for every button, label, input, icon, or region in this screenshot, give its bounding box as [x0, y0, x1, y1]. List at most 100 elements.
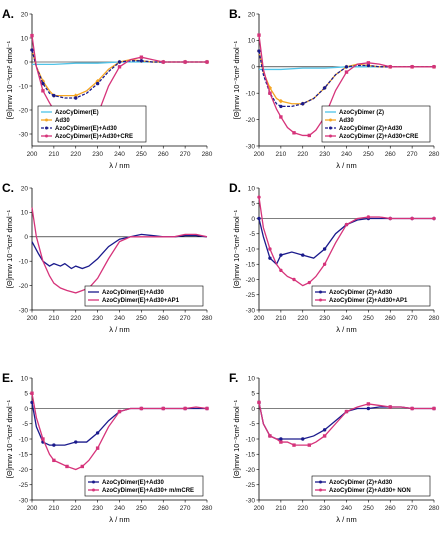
data-point: [183, 60, 187, 64]
y-tick-label: 10: [21, 375, 29, 382]
panel-label: D.: [229, 181, 241, 195]
x-tick-label: 220: [70, 151, 81, 158]
data-point: [366, 402, 371, 406]
y-tick-label: -5: [249, 231, 255, 238]
x-tick-label: 210: [275, 505, 286, 512]
panel-label: A.: [2, 7, 14, 21]
legend-marker: [329, 126, 332, 130]
x-tick-label: 230: [319, 315, 330, 322]
y-tick-label: -30: [19, 307, 29, 314]
x-tick-label: 240: [114, 151, 125, 158]
y-axis-title: [Θ]mrw 10⁻³cm² dmol⁻¹: [232, 40, 241, 119]
panel-label: C.: [2, 181, 14, 195]
legend-marker: [319, 480, 322, 484]
y-axis-title: [Θ]mrw 10⁻³cm² dmol⁻¹: [232, 209, 241, 288]
data-point: [307, 443, 312, 447]
legend-entry: AzoCyDimer(E)+Ad30: [102, 290, 165, 296]
data-point: [292, 131, 296, 135]
x-tick-label: 270: [407, 505, 418, 512]
x-tick-label: 280: [429, 151, 440, 158]
data-point: [432, 406, 436, 411]
y-tick-label: -20: [246, 117, 256, 124]
data-point: [65, 464, 69, 469]
x-tick-label: 280: [202, 151, 213, 158]
y-tick-label: 0: [251, 406, 255, 413]
series-magenta: [257, 400, 436, 447]
y-tick-label: -10: [246, 91, 256, 98]
x-tick-label: 200: [27, 151, 38, 158]
x-tick-label: 270: [180, 505, 191, 512]
data-point: [322, 262, 327, 266]
data-point: [95, 446, 100, 450]
x-tick-label: 280: [202, 315, 213, 322]
data-point: [73, 93, 78, 98]
y-tick-label: -20: [19, 107, 29, 114]
legend-marker: [45, 134, 48, 138]
x-tick-label: 280: [429, 315, 440, 322]
data-point: [268, 434, 272, 438]
data-point: [410, 65, 414, 69]
y-tick-label: 10: [248, 375, 256, 382]
y-tick-label: -25: [246, 292, 256, 299]
x-tick-label: 280: [429, 505, 440, 512]
y-tick-label: 20: [21, 11, 29, 18]
data-point: [74, 96, 78, 100]
legend-marker: [319, 488, 322, 492]
data-point: [117, 409, 122, 414]
data-point: [307, 280, 312, 285]
data-point: [257, 400, 261, 405]
y-tick-label: -10: [19, 83, 29, 90]
panel-label: F.: [229, 371, 238, 385]
legend-entry: AzoCyDimer(E): [55, 110, 99, 116]
data-point: [139, 406, 144, 411]
y-tick-label: 10: [21, 210, 29, 217]
x-tick-label: 230: [92, 315, 103, 322]
x-tick-label: 260: [158, 151, 169, 158]
y-tick-label: -10: [246, 436, 256, 443]
data-point: [366, 215, 371, 219]
chart-panel-3: D. 200 210 220 230 240 250 260 270 280 10 5 0 -5 -10 -1…: [229, 181, 440, 334]
data-point: [322, 247, 327, 251]
legend-marker: [319, 290, 322, 294]
legend-entry: AzoCyDimer(E)+Ad30: [102, 480, 165, 486]
y-tick-label: 20: [21, 185, 29, 192]
y-tick-label: 10: [248, 38, 256, 45]
x-tick-label: 220: [297, 151, 308, 158]
legend: AzoCyDimer (Z)+Ad30 AzoCyDimer (Z)+Ad30+ …: [311, 475, 431, 497]
x-tick-label: 270: [407, 151, 418, 158]
data-point: [292, 443, 296, 447]
series-magenta: [30, 391, 209, 471]
legend-entry: AzoCyDimer(E)+Ad30+ m/mCRE: [102, 488, 194, 494]
y-tick-label: -15: [19, 452, 29, 459]
legend-marker: [329, 134, 332, 138]
data-point: [80, 464, 85, 469]
x-tick-label: 200: [254, 505, 265, 512]
x-tick-label: 210: [275, 315, 286, 322]
y-tick-label: -30: [246, 497, 256, 504]
legend: AzoCyDimer(E)+Ad30 AzoCyDimer(E)+Ad30+AP1: [84, 285, 204, 307]
legend-entry: AzoCyDimer (Z)+Ad30+CRE: [339, 134, 418, 140]
data-point: [279, 437, 283, 441]
legend-entry: AzoCyDimer (Z): [339, 110, 384, 116]
y-tick-label: -30: [19, 131, 29, 138]
x-tick-label: 270: [180, 151, 191, 158]
y-tick-label: 0: [24, 234, 28, 241]
legend-marker: [45, 126, 48, 130]
legend-entry: AzoCyDimer (Z)+Ad30: [329, 290, 393, 296]
legend-marker: [45, 118, 48, 122]
panel-label: B.: [229, 7, 241, 21]
data-point: [95, 431, 100, 435]
data-point: [410, 406, 414, 411]
data-point: [432, 65, 436, 69]
legend-entry: AzoCyDimer (Z)+Ad30: [339, 126, 403, 132]
data-point: [278, 98, 284, 104]
data-point: [344, 409, 349, 414]
x-tick-label: 260: [385, 151, 396, 158]
x-tick-label: 220: [297, 315, 308, 322]
data-point: [139, 59, 144, 63]
legend-entry: Ad30: [55, 118, 70, 124]
data-point: [205, 60, 209, 64]
data-point: [117, 65, 122, 69]
data-point: [257, 49, 261, 53]
